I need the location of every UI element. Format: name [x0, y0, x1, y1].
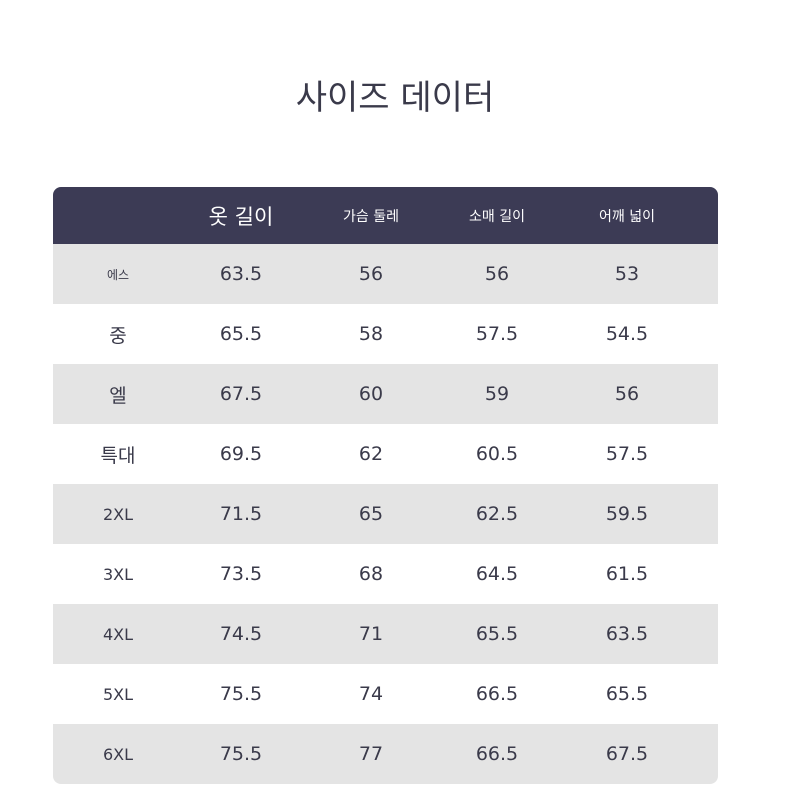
table-row: 특대 69.5 62 60.5 57.5	[53, 424, 718, 484]
table-header: 옷 길이 가슴 둘레 소매 길이 어깨 넓이	[53, 187, 718, 244]
table-cell: 57.5	[475, 323, 519, 345]
table-cell: 56	[484, 263, 510, 285]
table-cell: 65.5	[475, 623, 519, 645]
table-cell: 67.5	[605, 743, 649, 765]
table-cell: 62.5	[475, 503, 519, 525]
table-cell: 63.5	[219, 263, 263, 285]
table-cell: 66.5	[475, 683, 519, 705]
size-label: 3XL	[102, 564, 134, 584]
table-cell: 71	[358, 623, 384, 645]
table-cell: 75.5	[219, 743, 263, 765]
table-cell: 65.5	[605, 683, 649, 705]
size-label: 에스	[106, 267, 130, 282]
table-cell: 73.5	[219, 563, 263, 585]
table-row: 6XL 75.5 77 66.5 67.5	[53, 724, 718, 784]
table-cell: 61.5	[605, 563, 649, 585]
table-cell: 56	[614, 383, 640, 405]
header-cell: 가슴 둘레	[343, 208, 399, 225]
page-title: 사이즈 데이터	[295, 78, 495, 118]
table-cell: 74	[358, 683, 384, 705]
table-cell: 58	[358, 323, 384, 345]
table-cell: 68	[358, 563, 384, 585]
table-cell: 63.5	[605, 623, 649, 645]
table-cell: 77	[358, 743, 384, 765]
size-label: 5XL	[102, 684, 134, 704]
size-label: 6XL	[102, 744, 134, 764]
size-table: 옷 길이 가슴 둘레 소매 길이 어깨 넓이 에스 63.5 56 56 53 중 65.5…	[53, 187, 718, 784]
table-cell: 65.5	[219, 323, 263, 345]
table-cell: 60	[358, 383, 384, 405]
size-label: 2XL	[102, 504, 134, 524]
table-cell: 66.5	[475, 743, 519, 765]
table-cell: 62	[358, 443, 384, 465]
table-row: 엘 67.5 60 59 56	[53, 364, 718, 424]
table-cell: 75.5	[219, 683, 263, 705]
size-label: 엘	[109, 384, 127, 407]
table-row: 3XL 73.5 68 64.5 61.5	[53, 544, 718, 604]
table-row: 4XL 74.5 71 65.5 63.5	[53, 604, 718, 664]
table-cell: 59.5	[605, 503, 649, 525]
size-label: 중	[109, 324, 127, 347]
size-label: 특대	[100, 444, 136, 467]
header-cell: 소매 길이	[469, 208, 525, 225]
table-cell: 57.5	[605, 443, 649, 465]
table-cell: 65	[358, 503, 384, 525]
table-row: 5XL 75.5 74 66.5 65.5	[53, 664, 718, 724]
table-row: 에스 63.5 56 56 53	[53, 244, 718, 304]
table-cell: 53	[614, 263, 640, 285]
table-row: 2XL 71.5 65 62.5 59.5	[53, 484, 718, 544]
table-row: 중 65.5 58 57.5 54.5	[53, 304, 718, 364]
table-cell: 74.5	[219, 623, 263, 645]
table-cell: 59	[484, 383, 510, 405]
table-cell: 67.5	[219, 383, 263, 405]
table-cell: 64.5	[475, 563, 519, 585]
table-cell: 54.5	[605, 323, 649, 345]
header-cell: 옷 길이	[208, 204, 274, 229]
table-cell: 60.5	[475, 443, 519, 465]
table-cell: 69.5	[219, 443, 263, 465]
header-cell: 어깨 넓이	[599, 208, 655, 225]
table-cell: 71.5	[219, 503, 263, 525]
size-label: 4XL	[102, 624, 134, 644]
table-cell: 56	[358, 263, 384, 285]
